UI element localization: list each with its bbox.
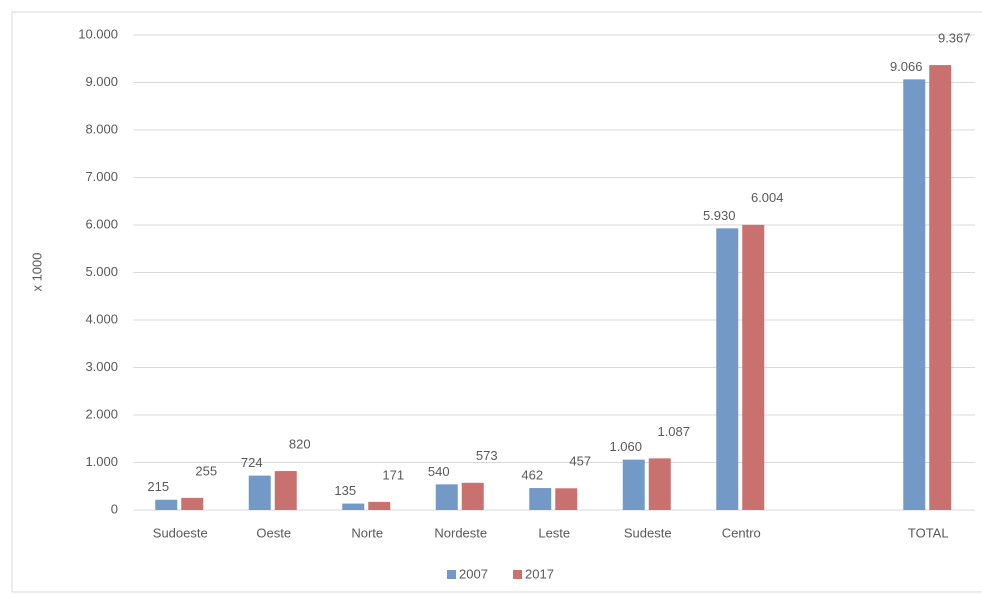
x-tick-label: Sudoeste — [153, 525, 208, 540]
x-tick-label: TOTAL — [908, 525, 949, 540]
y-tick-label: 6.000 — [85, 216, 118, 231]
data-label: 135 — [334, 483, 356, 498]
y-tick-label: 3.000 — [85, 359, 118, 374]
y-axis-label: x 1000 — [29, 252, 44, 291]
y-tick-label: 0 — [111, 501, 118, 516]
legend-label: 2017 — [525, 566, 554, 581]
y-tick-label: 9.000 — [85, 74, 118, 89]
bar — [461, 482, 484, 510]
x-tick-label: Centro — [722, 525, 761, 540]
y-tick-label: 4.000 — [85, 311, 118, 326]
x-tick-label: Nordeste — [434, 525, 487, 540]
x-tick-label: Oeste — [256, 525, 291, 540]
y-tick-label: 2.000 — [85, 406, 118, 421]
bar — [929, 65, 952, 510]
y-tick-label: 8.000 — [85, 121, 118, 136]
data-label: 462 — [521, 467, 543, 482]
bar — [622, 459, 645, 510]
bar — [274, 471, 297, 510]
bar — [248, 475, 271, 510]
legend-label: 2007 — [459, 566, 488, 581]
data-label: 820 — [289, 436, 311, 451]
data-label: 5.930 — [703, 208, 736, 223]
y-tick-label: 5.000 — [85, 264, 118, 279]
bar — [181, 497, 204, 510]
data-label: 573 — [476, 448, 498, 463]
data-label: 1.060 — [609, 439, 642, 454]
bar — [903, 79, 926, 511]
bar — [742, 224, 765, 510]
data-label: 1.087 — [657, 424, 690, 439]
data-label: 215 — [147, 479, 169, 494]
data-label: 9.367 — [938, 31, 971, 46]
bar — [342, 503, 365, 510]
chart-frame — [11, 11, 982, 593]
x-tick-label: Leste — [538, 525, 570, 540]
y-tick-label: 7.000 — [85, 169, 118, 184]
data-label: 457 — [569, 454, 591, 469]
bar — [529, 488, 552, 510]
data-label: 171 — [382, 467, 404, 482]
data-label: 540 — [428, 464, 450, 479]
data-label: 6.004 — [751, 190, 784, 205]
x-tick-label: Sudeste — [624, 525, 672, 540]
bar — [648, 458, 671, 510]
legend-swatch — [447, 570, 456, 579]
bar — [368, 501, 391, 510]
x-tick-label: Norte — [351, 525, 383, 540]
bar — [555, 488, 578, 510]
data-label: 255 — [195, 463, 217, 478]
y-tick-label: 1.000 — [85, 454, 118, 469]
bar — [435, 484, 458, 510]
bar — [716, 228, 739, 510]
data-label: 724 — [241, 455, 263, 470]
data-label: 9.066 — [890, 59, 923, 74]
legend-swatch — [513, 570, 522, 579]
y-tick-label: 10.000 — [78, 26, 118, 41]
bar — [155, 499, 178, 510]
